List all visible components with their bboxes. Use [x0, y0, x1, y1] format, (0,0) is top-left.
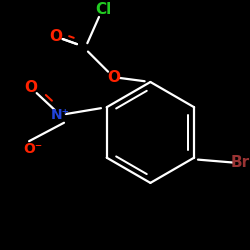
Text: O: O — [49, 29, 62, 44]
Text: O: O — [24, 80, 38, 95]
Text: Cl: Cl — [96, 2, 112, 17]
Text: N⁺: N⁺ — [51, 108, 70, 122]
Text: O: O — [107, 70, 120, 85]
Text: Br: Br — [231, 155, 250, 170]
Text: O⁻: O⁻ — [23, 142, 42, 156]
